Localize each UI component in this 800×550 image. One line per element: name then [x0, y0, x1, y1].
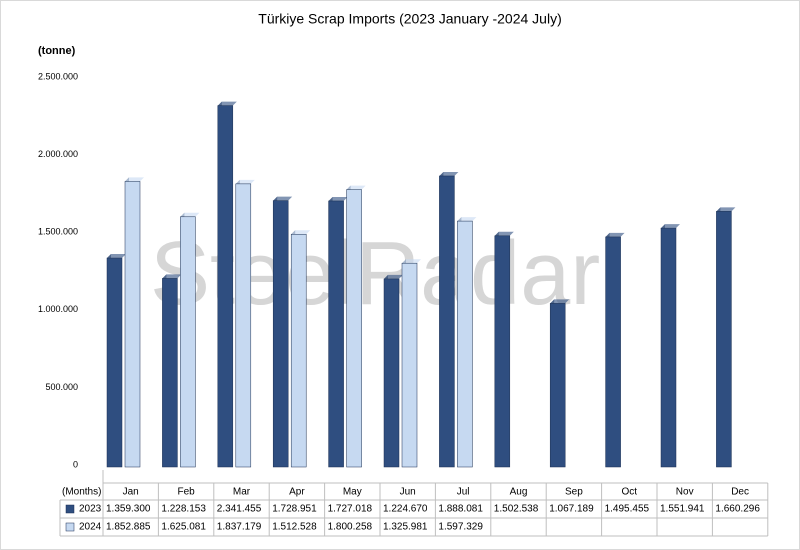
- x-tick-label: Dec: [731, 487, 749, 498]
- bar: [290, 234, 307, 468]
- x-tick-label: Jun: [400, 487, 416, 498]
- bar: [124, 181, 141, 468]
- chart-title: Türkiye Scrap Imports (2023 January -202…: [258, 11, 561, 27]
- x-tick-label: Feb: [177, 487, 195, 498]
- bar: [346, 189, 362, 468]
- y-axis-label: (tonne): [38, 45, 76, 57]
- table-cell: 2.341.455: [217, 504, 262, 515]
- y-tick-label: 1.000.000: [38, 304, 78, 314]
- bar-top: [328, 196, 348, 201]
- table-cell: 1.359.300: [106, 504, 151, 515]
- watermark: SteelRadar: [150, 224, 600, 324]
- x-tick-label: Mar: [233, 487, 251, 498]
- table-cell: 1.228.153: [161, 504, 206, 515]
- table-header: (Months): [62, 487, 101, 498]
- bar-top: [162, 274, 182, 279]
- bar: [217, 105, 234, 468]
- bar: [328, 200, 344, 468]
- bar-top: [291, 230, 311, 235]
- table-cell: 1.852.885: [106, 522, 151, 533]
- bar-top: [716, 207, 736, 212]
- x-tick-label: Apr: [289, 487, 305, 498]
- bar: [162, 278, 178, 468]
- bar: [401, 262, 418, 468]
- bar-top: [550, 299, 570, 304]
- y-tick-label: 1.500.000: [38, 227, 78, 237]
- bar-top: [494, 231, 514, 236]
- bar-top: [439, 171, 459, 176]
- table-cell: 1.837.179: [217, 522, 262, 533]
- bar-top: [107, 254, 126, 259]
- table-cell: 1.728.951: [272, 504, 317, 515]
- table-cell: 1.888.081: [438, 504, 483, 515]
- bar: [494, 235, 511, 468]
- x-tick-label: May: [343, 487, 362, 498]
- bar: [660, 227, 677, 468]
- table-cell: 1.495.455: [605, 504, 650, 515]
- bar: [106, 257, 123, 468]
- bar-top: [235, 179, 255, 184]
- bar: [383, 278, 400, 468]
- table-cell: 1.224.670: [383, 504, 428, 515]
- bar-top: [273, 196, 293, 201]
- table-cell: 1.502.538: [494, 504, 539, 515]
- bar: [180, 216, 196, 468]
- x-tick-label: Jul: [457, 487, 470, 498]
- legend-label: 2023: [79, 504, 102, 515]
- y-tick-label: 2.500.000: [38, 71, 78, 81]
- bar: [439, 175, 455, 468]
- bar-top: [457, 217, 477, 222]
- table-cell: 1.551.941: [660, 504, 705, 515]
- table-cell: 1.597.329: [438, 522, 483, 533]
- bar-top: [180, 212, 200, 217]
- bar: [605, 236, 621, 468]
- table-cell: 1.800.258: [328, 522, 373, 533]
- table-cell: 1.727.018: [328, 504, 373, 515]
- bar-top: [661, 224, 680, 229]
- bar: [716, 211, 732, 468]
- bar-top: [125, 177, 144, 182]
- legend-swatch: [65, 522, 75, 532]
- bar: [235, 183, 252, 468]
- y-tick-label: 500.000: [45, 382, 78, 392]
- bar-top: [384, 274, 403, 279]
- table-cell: 1.625.081: [161, 522, 206, 533]
- x-tick-label: Sep: [565, 487, 583, 498]
- table-cell: 1.660.296: [715, 504, 760, 515]
- bar: [272, 200, 289, 468]
- x-tick-label: Aug: [510, 487, 528, 498]
- legend-swatch: [65, 504, 75, 514]
- table-cell: 1.512.528: [272, 522, 317, 533]
- bar-top: [605, 232, 625, 237]
- bar-top: [217, 101, 237, 106]
- x-tick-label: Nov: [676, 487, 694, 498]
- table-cell: 1.067.189: [549, 504, 594, 515]
- bar: [549, 303, 566, 468]
- table-cell: 1.325.981: [383, 522, 428, 533]
- legend-label: 2024: [79, 522, 102, 533]
- y-tick-label: 0: [73, 459, 78, 469]
- x-tick-label: Oct: [622, 487, 638, 498]
- bar: [457, 220, 473, 468]
- y-tick-label: 2.000.000: [38, 149, 78, 159]
- x-tick-label: Jan: [123, 487, 139, 498]
- bar-top: [346, 185, 366, 190]
- bar-top: [402, 259, 421, 264]
